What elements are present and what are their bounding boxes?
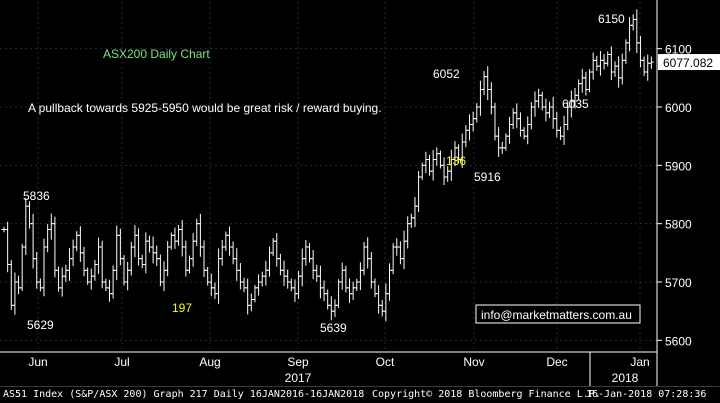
footer-bar: AS51 Index (S&P/ASX 200) Graph 217 Daily… bbox=[0, 386, 720, 403]
y-tick-label: 5700 bbox=[665, 276, 692, 290]
footer-timestamp: 16-Jan-2018 07:28:36 bbox=[586, 389, 707, 400]
annotation-label: 5916 bbox=[474, 170, 501, 184]
watermark-box bbox=[475, 304, 641, 324]
y-tick-label: 5900 bbox=[665, 159, 692, 173]
annotation-label: 197 bbox=[172, 301, 192, 315]
annotation-label: 6150 bbox=[598, 12, 625, 26]
x-tick-label: Jul bbox=[114, 355, 129, 369]
y-tick-label: 5800 bbox=[665, 218, 692, 232]
year-label: 2017 bbox=[285, 371, 312, 385]
watermark-label: info@marketmatters.com.au bbox=[481, 308, 632, 322]
x-tick-label: Nov bbox=[463, 355, 484, 369]
year-label: 2018 bbox=[612, 371, 639, 385]
footer-copyright: Copyright© 2018 Bloomberg Finance L.P. bbox=[372, 389, 601, 400]
y-tick-label: 6100 bbox=[665, 43, 692, 57]
annotation-label: 5836 bbox=[23, 189, 50, 203]
annotation-label: 5639 bbox=[320, 321, 347, 335]
annotation-label: 5629 bbox=[27, 318, 54, 332]
x-tick-label: Jan bbox=[630, 355, 649, 369]
x-tick-label: Jun bbox=[28, 355, 47, 369]
last-price-tag bbox=[658, 54, 720, 71]
x-tick-label: Oct bbox=[376, 355, 395, 369]
last-price-label: 6077.082 bbox=[663, 56, 713, 70]
x-tick-label: Aug bbox=[199, 355, 220, 369]
y-tick-label: 5600 bbox=[665, 334, 692, 348]
annotation-label: 6035 bbox=[562, 97, 589, 111]
y-tick-label: 6000 bbox=[665, 101, 692, 115]
ohlc-chart: 5600 5700 5800 5900 6000 6100 Jun Jul Aug Sep Oct N… bbox=[0, 0, 720, 386]
annotation-label: 136 bbox=[446, 154, 466, 168]
footer-series: AS51 Index (S&P/ASX 200) Graph 217 Daily… bbox=[3, 389, 365, 400]
plot-area bbox=[0, 2, 657, 352]
chart-subtitle: A pullback towards 5925-5950 would be gr… bbox=[28, 101, 382, 115]
x-tick-label: Dec bbox=[546, 355, 567, 369]
x-tick-label: Sep bbox=[287, 355, 309, 369]
chart-title: ASX200 Daily Chart bbox=[103, 47, 210, 61]
annotation-label: 6052 bbox=[433, 67, 460, 81]
